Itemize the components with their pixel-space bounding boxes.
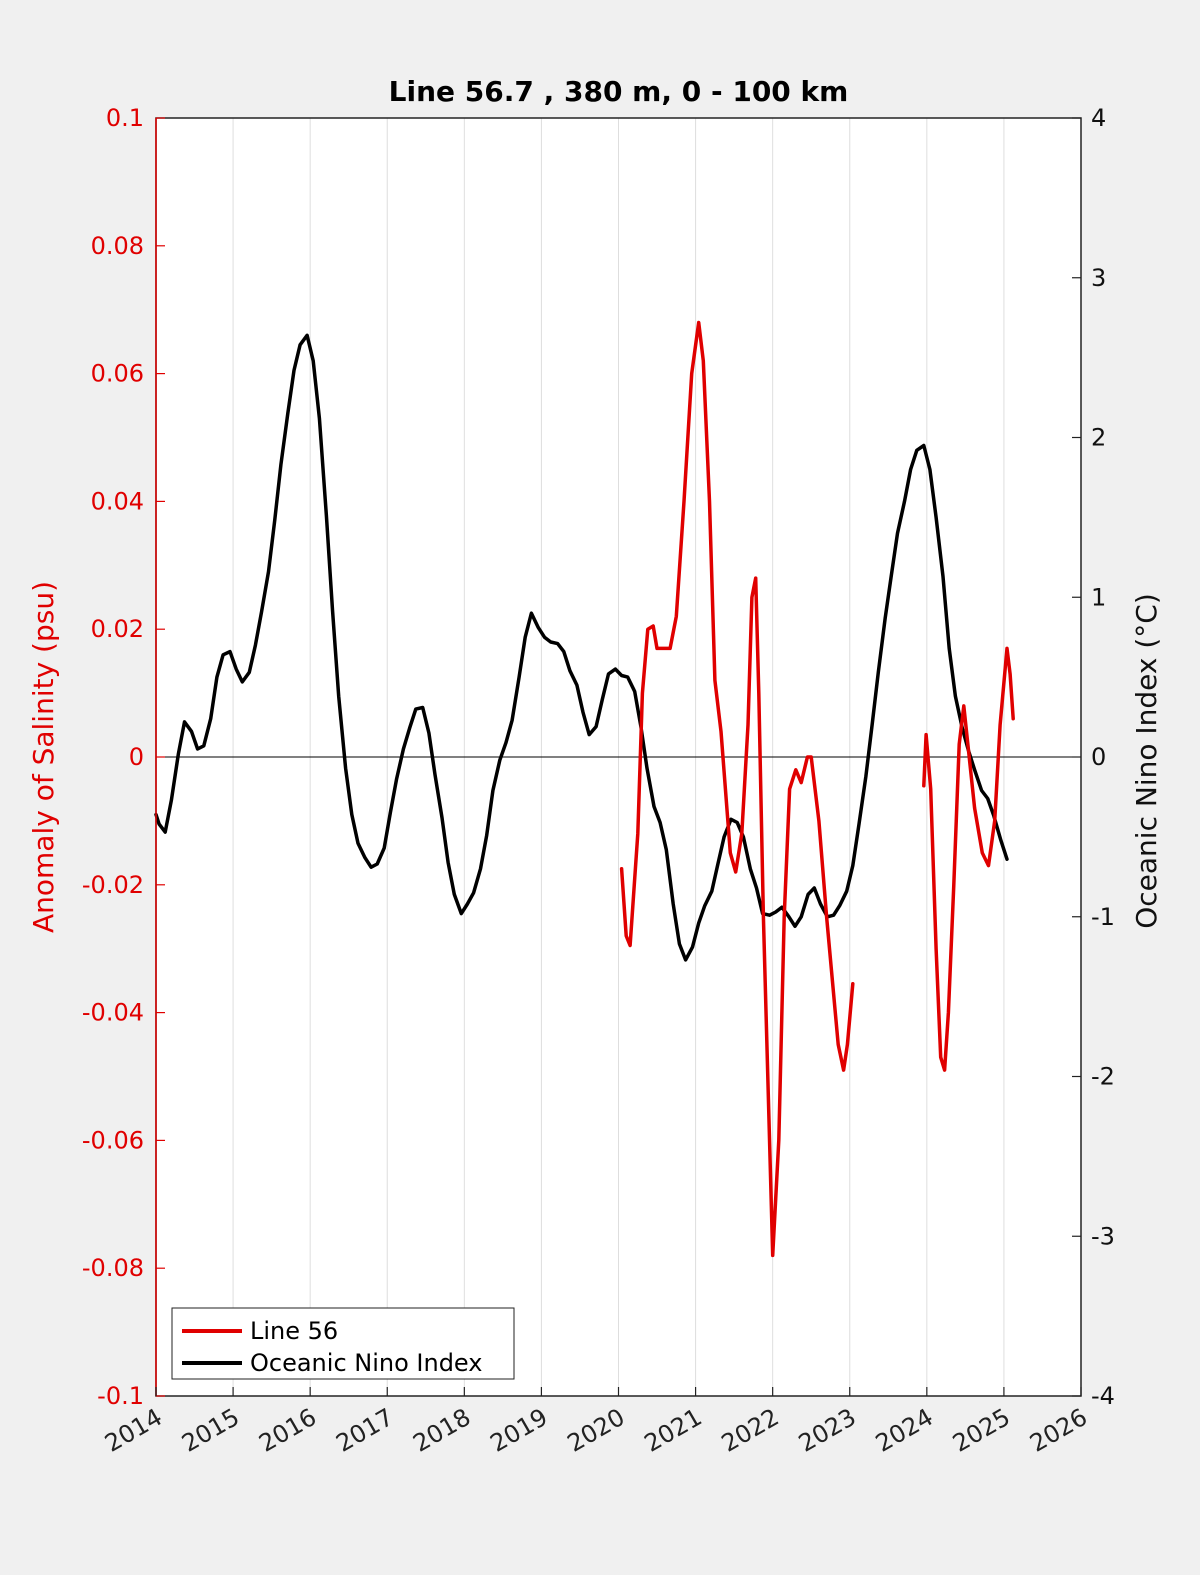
- left-tick-label: 0.04: [91, 487, 144, 515]
- right-tick-label: 2: [1091, 424, 1106, 452]
- left-tick-label: 0.06: [91, 360, 144, 388]
- right-tick-label: -2: [1091, 1063, 1115, 1091]
- left-tick-label: -0.06: [82, 1126, 144, 1154]
- left-tick-label: 0.02: [91, 615, 144, 643]
- left-tick-label: 0.1: [106, 104, 144, 132]
- left-tick-label: -0.02: [82, 871, 144, 899]
- left-tick-label: -0.04: [82, 999, 144, 1027]
- left-tick-label: 0.08: [91, 232, 144, 260]
- right-tick-label: -1: [1091, 903, 1115, 931]
- line-56-series-segment-0: [619, 320, 855, 1258]
- left-axis: 0.1 0.08 0.06 0.04 0.02 0 -0.02 -0.04 -0.06 -0.08…: [82, 104, 165, 1410]
- left-tick-label: -0.08: [82, 1254, 144, 1282]
- left-tick-label: -0.1: [97, 1382, 144, 1410]
- right-tick-label: 0: [1091, 743, 1106, 771]
- right-axis: 4 3 2 1 0 -1 -2 -3 -4: [1072, 104, 1115, 1410]
- right-tick-label: -4: [1091, 1382, 1115, 1410]
- right-tick-label: 3: [1091, 264, 1106, 292]
- y-axis-label-right: Oceanic Nino Index (°C): [1130, 593, 1163, 929]
- line-56-series-segment-1: [922, 646, 1015, 1072]
- right-tick-label: 1: [1091, 583, 1106, 611]
- series-group: [154, 320, 1015, 1258]
- y-axis-label-left: Anomaly of Salinity (psu): [27, 581, 60, 933]
- legend-label-oni: Oceanic Nino Index: [250, 1349, 482, 1377]
- left-tick-label: 0: [129, 743, 144, 771]
- legend: Line 56 Oceanic Nino Index: [171, 1307, 515, 1380]
- right-tick-label: 4: [1091, 104, 1106, 132]
- legend-box: [171, 1307, 515, 1380]
- right-tick-label: -3: [1091, 1222, 1115, 1250]
- legend-label-line-56: Line 56: [250, 1317, 338, 1345]
- chart-title: Line 56.7 , 380 m, 0 - 100 km: [389, 75, 849, 108]
- oni-series-segment-0: [154, 333, 1009, 962]
